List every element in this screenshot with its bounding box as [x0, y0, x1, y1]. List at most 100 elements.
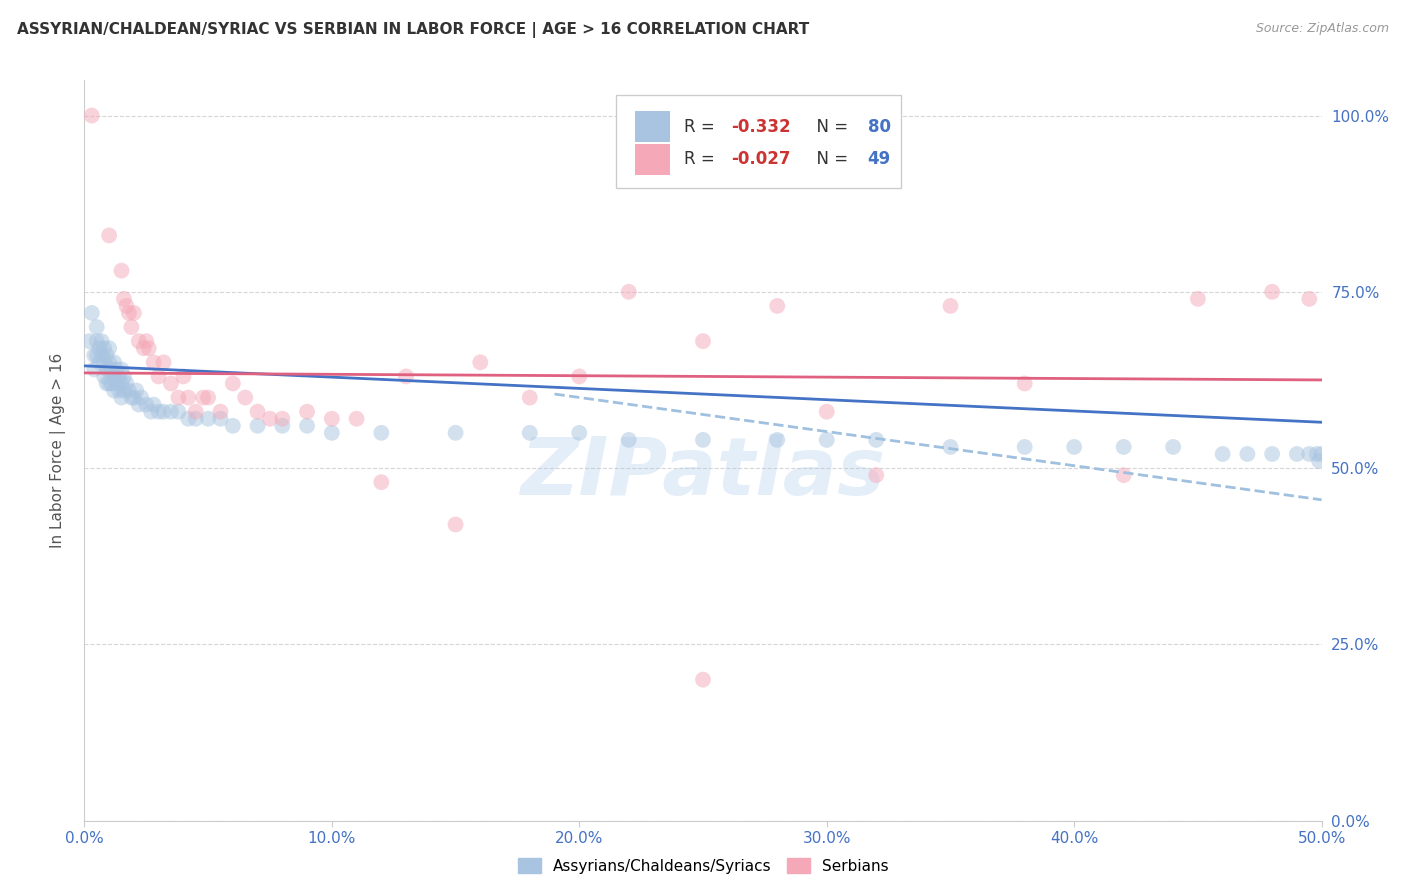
Point [321, 425, 343, 440]
Point [766, 433, 789, 447]
Point [271, 411, 294, 425]
Text: -0.332: -0.332 [731, 118, 792, 136]
Point [1298, 447, 1320, 461]
Text: Source: ZipAtlas.com: Source: ZipAtlas.com [1256, 22, 1389, 36]
FancyBboxPatch shape [636, 144, 669, 175]
Point [122, 306, 145, 320]
FancyBboxPatch shape [616, 95, 901, 187]
Point [135, 334, 157, 348]
Legend: Assyrians/Chaldeans/Syriacs, Serbians: Assyrians/Chaldeans/Syriacs, Serbians [512, 852, 894, 880]
Point [692, 433, 714, 447]
Point [519, 425, 541, 440]
Point [692, 334, 714, 348]
Point [98, 355, 121, 369]
Point [568, 369, 591, 384]
Point [96, 362, 118, 376]
Point [1014, 376, 1036, 391]
Point [939, 299, 962, 313]
Point [138, 341, 160, 355]
Point [152, 405, 174, 419]
Point [692, 673, 714, 687]
Point [105, 376, 128, 391]
Point [766, 299, 789, 313]
Point [1112, 440, 1135, 454]
Point [177, 391, 200, 405]
Point [93, 341, 115, 355]
Point [90, 348, 112, 362]
Point [135, 398, 157, 412]
Point [112, 292, 135, 306]
Point [568, 425, 591, 440]
Point [370, 425, 392, 440]
Point [184, 411, 207, 425]
Point [96, 348, 118, 362]
Point [110, 391, 132, 405]
Point [98, 376, 121, 391]
Point [444, 425, 467, 440]
Point [233, 391, 256, 405]
Point [115, 376, 138, 391]
Point [295, 418, 318, 433]
Point [141, 405, 163, 419]
Point [865, 433, 887, 447]
Point [617, 433, 640, 447]
Point [271, 418, 294, 433]
Point [470, 355, 492, 369]
Point [177, 411, 200, 425]
Point [1261, 447, 1284, 461]
Point [1305, 447, 1327, 461]
Point [120, 320, 142, 334]
Text: ASSYRIAN/CHALDEAN/SYRIAC VS SERBIAN IN LABOR FORCE | AGE > 16 CORRELATION CHART: ASSYRIAN/CHALDEAN/SYRIAC VS SERBIAN IN L… [17, 22, 808, 38]
Text: 49: 49 [868, 151, 891, 169]
Point [370, 475, 392, 490]
Point [98, 341, 121, 355]
Point [118, 384, 141, 398]
Point [152, 355, 174, 369]
Text: N =: N = [806, 118, 853, 136]
Point [100, 362, 122, 376]
Point [197, 391, 219, 405]
Point [103, 355, 125, 369]
Point [1187, 292, 1209, 306]
Point [90, 334, 112, 348]
Point [93, 369, 115, 384]
Point [103, 384, 125, 398]
Point [89, 355, 111, 369]
Point [86, 348, 108, 362]
Point [1161, 440, 1184, 454]
Point [98, 228, 121, 243]
Point [184, 405, 207, 419]
Point [1236, 447, 1258, 461]
Point [118, 306, 141, 320]
Text: 80: 80 [868, 118, 890, 136]
Point [815, 433, 838, 447]
Point [1014, 440, 1036, 454]
Point [1308, 454, 1330, 468]
Point [86, 334, 108, 348]
Point [172, 369, 194, 384]
Point [395, 369, 418, 384]
Point [129, 391, 152, 405]
Text: R =: R = [685, 151, 720, 169]
Point [1261, 285, 1284, 299]
Point [79, 334, 101, 348]
Point [80, 306, 103, 320]
Point [100, 376, 122, 391]
Point [98, 362, 121, 376]
Point [83, 362, 105, 376]
Point [617, 285, 640, 299]
Point [444, 517, 467, 532]
Point [105, 362, 128, 376]
Point [160, 405, 183, 419]
Point [815, 405, 838, 419]
Point [108, 384, 131, 398]
Point [148, 369, 170, 384]
Point [222, 418, 245, 433]
Point [103, 369, 125, 384]
FancyBboxPatch shape [636, 112, 669, 143]
Point [346, 411, 368, 425]
Point [209, 405, 232, 419]
Point [89, 341, 111, 355]
Text: ZIPatlas: ZIPatlas [520, 434, 886, 512]
Point [128, 398, 150, 412]
